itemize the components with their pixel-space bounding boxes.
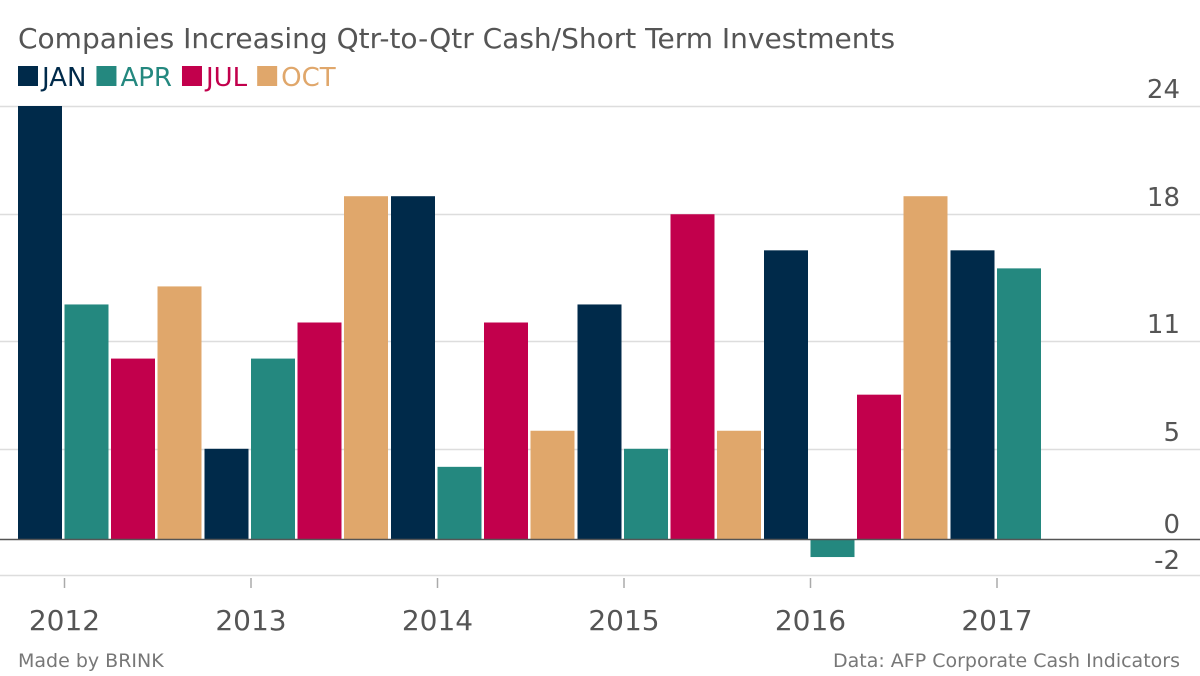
bar-jan-2014 [391,196,435,540]
bar-jul-2012 [111,358,155,539]
bar-apr-2014 [437,466,482,539]
y-tick-label: 5 [1163,418,1180,448]
bar-oct-2014 [530,430,575,539]
bar-apr-2017 [997,268,1041,539]
legend-swatch-jul [181,66,202,86]
bar-apr-2013 [251,358,295,539]
legend-swatch-apr [96,66,117,86]
chart-title: Companies Increasing Qtr-to-Qtr Cash/Sho… [18,22,895,55]
footer-credit: Made by BRINK [18,650,164,672]
bar-jan-2015 [577,304,622,539]
x-tick-label: 2014 [402,604,473,637]
bar-oct-2016 [903,196,948,540]
x-tick-label: 2017 [961,604,1032,637]
bar-apr-2012 [64,304,109,539]
legend-swatch-oct [257,66,278,86]
bar-jan-2017 [950,250,995,540]
x-tick-label: 2013 [215,604,286,637]
bar-apr-2015 [624,448,668,539]
x-tick-label: 2015 [588,604,659,637]
x-tick-label: 2012 [29,604,100,637]
bar-jan-2013 [204,448,249,539]
bar-jul-2014 [484,322,528,539]
bar-oct-2012 [157,286,202,539]
legend-swatch-jan [18,66,38,86]
y-tick-label: 11 [1147,310,1180,340]
y-tick-label: 24 [1147,75,1180,105]
bar-jan-2012 [18,106,62,539]
y-tick-label: 0 [1163,510,1180,540]
legend-label-jan: JAN [40,63,86,93]
x-axis-ticks: 2012 2013 2014 2015 2016 2017 [29,578,1033,637]
y-axis-ticks: 24 18 11 5 0 -2 [1147,75,1180,576]
bar-oct-2013 [344,196,388,540]
bar-apr-2016 [810,539,855,558]
x-tick-label: 2016 [775,604,846,637]
y-tick-label: -2 [1154,546,1180,576]
bar-jan-2016 [764,250,808,540]
footer-source: Data: AFP Corporate Cash Indicators [833,650,1180,672]
bars [18,106,1041,558]
y-tick-label: 18 [1147,183,1180,213]
bar-jul-2015 [670,214,715,539]
legend: JAN APR JUL OCT [18,63,336,93]
legend-label-oct: OCT [281,63,336,93]
bar-jul-2016 [857,394,901,539]
bar-oct-2015 [717,430,761,539]
legend-label-jul: JUL [204,63,248,93]
legend-label-apr: APR [120,63,172,93]
bar-jul-2013 [297,322,342,539]
